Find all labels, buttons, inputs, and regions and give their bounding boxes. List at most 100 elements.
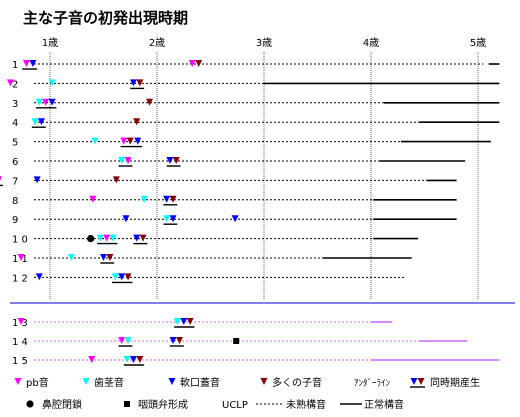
case-row: 1 0 [12,234,419,246]
pb-marker [124,157,132,164]
row-label: 8 [12,196,18,207]
velar-marker [129,356,137,363]
x-axis: 1歳 2歳 3歳 4歳 5歳 [42,37,486,300]
legend-pharyngeal-flap-label: 咽頭弁形成 [138,398,188,411]
velar-marker [133,234,141,242]
chart-title: 主な子音の初発出現時期 [23,9,188,27]
velar-marker [134,137,142,145]
row-label: 9 [12,215,18,226]
case-row: 1 4 [12,337,468,348]
pb-marker [188,60,196,67]
row-label: 1 0 [12,235,28,246]
alveolar-marker [31,118,39,126]
many-marker [106,254,114,261]
alveolar-marker [124,337,132,344]
case-row: 8 [12,195,457,207]
alveolar-marker [48,79,56,87]
case-row: 4 [12,118,500,129]
alveolar-marker [173,318,181,325]
velar-marker [163,195,171,203]
pb-marker [103,234,111,242]
many-marker [133,118,141,126]
many-marker [126,137,134,145]
legend-nasal-closure-label: 鼻腔閉鎖 [42,398,82,411]
case-row: 1 5 [12,356,500,367]
row-label: 1 2 [12,273,28,284]
velar-marker [231,215,239,223]
row-label: 3 [12,99,18,110]
velar-marker [180,318,188,325]
many-marker [124,273,132,281]
group-2-rows: 1 3 1 4 1 5 [12,318,500,367]
row-label: 1 1 [12,254,28,265]
velar-marker [33,176,41,184]
x-tick-label: 3歳 [256,37,272,49]
case-row: 1 [12,60,500,71]
legend-many-marker [260,378,268,385]
many-marker [136,79,144,87]
legend-velar-label: 軟口蓋音 [180,376,220,389]
x-tick-label: 5歳 [470,37,486,49]
alveolar-marker [163,215,171,223]
legend-pb-marker [14,378,22,385]
case-row: 7 [0,176,457,187]
row-label: 1 4 [12,337,28,348]
alveolar-marker [91,137,99,145]
velar-marker [48,98,56,106]
legend-underline-marker [410,378,418,385]
legend-immature-label: 未熟構音 [286,398,326,411]
velar-marker [100,254,107,261]
legend-simultaneous-label: 同時期産生 [430,376,480,389]
x-tick-label: 1歳 [42,37,58,49]
case-row: 1 2 [12,273,406,284]
pb-marker [89,195,97,203]
legend-velar-marker [168,378,176,385]
case-row: 1 3 [12,318,393,329]
legend-pb-label: pb音 [26,376,49,389]
many-marker [172,157,180,164]
pb-marker [0,176,3,181]
pharyngeal_flap-marker [233,338,240,344]
row-label: 1 [12,60,18,71]
row-label: 4 [12,118,18,129]
group-1-rows: 1 2 3 4 5 6 7 8 9 1 0 1 1 1 2 [0,60,500,284]
many-marker [139,234,147,242]
many-marker [146,98,154,106]
velar-marker [118,273,126,281]
case-row: 9 [12,215,457,226]
velar-marker [35,273,43,281]
nasal_closure-marker [87,235,95,243]
alveolar-marker [35,98,43,106]
legend-normal-label: 正常構音 [364,398,404,411]
pb-marker [6,79,14,87]
pb-marker [118,337,126,344]
alveolar-marker [67,254,75,261]
alveolar-marker [140,195,148,203]
alveolar-marker [111,273,119,281]
case-row: 2 [6,79,500,90]
velar-marker [122,215,130,223]
alveolar-marker [118,157,126,164]
pb-marker [17,318,25,325]
many-marker [175,337,183,344]
many-marker [136,356,144,363]
row-label: 1 3 [12,318,28,329]
many-marker [112,176,120,184]
row-label: 2 [12,79,18,90]
legend-underline-label: ｱﾝﾀﾞｰﾗｲﾝ [354,378,391,389]
pb-marker [120,137,128,145]
alveolar-marker [123,356,131,363]
pb-marker [42,98,50,106]
case-row: 5 [12,137,491,149]
pb-marker [88,356,96,363]
velar-marker [169,337,177,344]
legend-underline-marker [417,378,425,385]
legend-nasal-closure-marker [26,400,34,408]
legend-pharyngeal-flap-marker [124,401,130,407]
case-row: 1 1 [12,254,412,265]
many-marker [169,195,177,203]
velar-marker [29,60,37,67]
legend-uclp-label: UCLP [222,400,248,411]
